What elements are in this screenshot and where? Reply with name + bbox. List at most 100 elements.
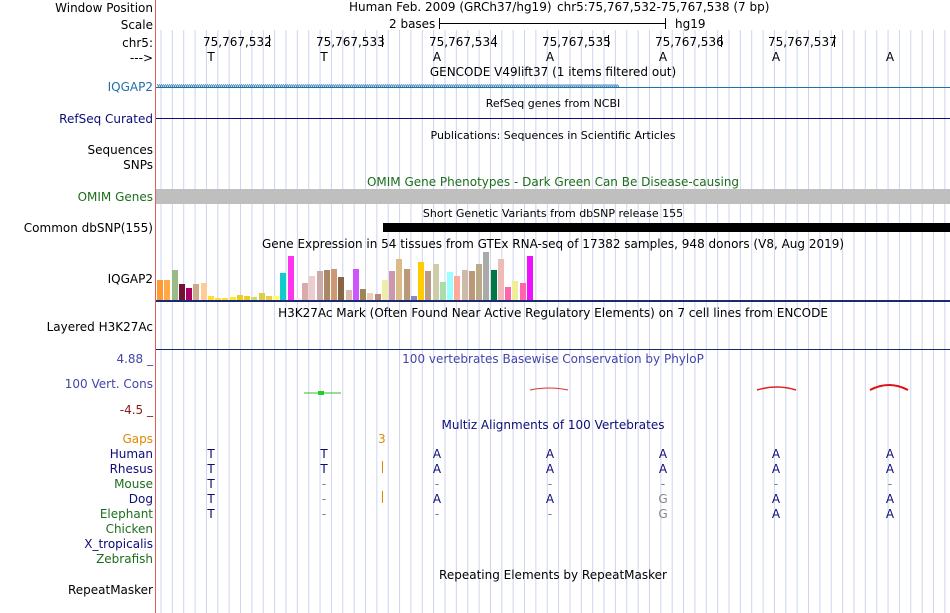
snps-track-label[interactable]: SNPs (123, 158, 153, 172)
window-position-value[interactable]: chr5:75,767,532-75,767,538 (7 bp) (557, 0, 770, 14)
gtex-tissue-bar[interactable] (396, 259, 403, 300)
gtex-tissue-bar[interactable] (302, 283, 308, 300)
gtex-tissue-bar[interactable] (526, 256, 533, 300)
gtex-tissue-bar[interactable] (186, 288, 192, 300)
gtex-tissue-bar[interactable] (439, 282, 446, 300)
gtex-tissue-bar[interactable] (215, 298, 221, 300)
publications-track-title[interactable]: Publications: Sequences in Scientific Ar… (430, 129, 676, 142)
gtex-tissue-bar[interactable] (323, 270, 330, 300)
gtex-tissue-bar[interactable] (519, 283, 526, 300)
gtex-tissue-bar[interactable] (157, 280, 163, 300)
gtex-tissue-bar[interactable] (367, 293, 374, 300)
aligned-base: A (545, 462, 555, 476)
species-label-rhesus[interactable]: Rhesus (109, 462, 153, 476)
reference-base: T (207, 50, 215, 64)
species-label-elephant[interactable]: Elephant (99, 507, 153, 521)
gtex-tissue-bar[interactable] (164, 280, 171, 300)
species-label-zebrafish[interactable]: Zebrafish (96, 552, 153, 566)
repeatmasker-track-label[interactable]: RepeatMasker (67, 583, 153, 597)
gtex-tissue-bar[interactable] (193, 284, 200, 300)
omim-track-title[interactable]: OMIM Gene Phenotypes - Dark Green Can Be… (366, 175, 740, 189)
reference-base: A (545, 50, 555, 64)
gtex-gene-label[interactable]: IQGAP2 (107, 272, 153, 286)
h3k27ac-track-title[interactable]: H3K27Ac Mark (Often Found Near Active Re… (278, 306, 828, 320)
aligned-base: T (207, 477, 215, 491)
dbsnp-variant-bar[interactable] (383, 223, 950, 232)
gtex-tissue-bar[interactable] (512, 281, 519, 300)
gtex-tissue-bar[interactable] (476, 264, 482, 300)
species-label-dog[interactable]: Dog (128, 492, 153, 506)
ruler-position-label: 75,767,534 (429, 35, 498, 49)
gtex-tissue-bar[interactable] (410, 296, 417, 300)
phylop-track-label[interactable]: 100 Vert. Cons (64, 377, 153, 391)
gtex-tissue-bar[interactable] (403, 269, 410, 300)
gtex-tissue-bar[interactable] (468, 271, 475, 300)
phylop-signal[interactable] (156, 380, 950, 400)
omim-feature-bar[interactable] (156, 189, 950, 204)
gtex-tissue-bar[interactable] (294, 298, 301, 300)
scale-bar-label: 2 bases (389, 17, 436, 31)
gtex-tissue-bar[interactable] (309, 276, 316, 300)
ruler-position-label: 75,767,533 (316, 35, 385, 49)
gtex-tissue-bar[interactable] (483, 252, 490, 300)
gtex-tissue-bar[interactable] (258, 293, 265, 300)
aligned-base: - (773, 477, 779, 491)
gtex-tissue-bar[interactable] (454, 276, 461, 300)
refseq-track-title[interactable]: RefSeq genes from NCBI (485, 97, 621, 110)
gtex-tissue-bar[interactable] (178, 284, 185, 300)
gtex-tissue-bar[interactable] (418, 262, 424, 300)
species-label-human[interactable]: Human (109, 447, 153, 461)
gtex-tissue-bar[interactable] (222, 298, 229, 300)
species-label-mouse[interactable]: Mouse (114, 477, 153, 491)
gtex-tissue-bar[interactable] (497, 259, 504, 300)
gtex-tissue-bar[interactable] (236, 295, 243, 300)
multiz-track-title[interactable]: Multiz Alignments of 100 Vertebrates (441, 418, 665, 432)
gtex-tissue-bar[interactable] (345, 290, 352, 300)
gtex-tissue-bar[interactable] (447, 272, 453, 300)
refseq-gene-line[interactable] (156, 118, 950, 119)
gtex-tissue-bar[interactable] (280, 273, 287, 300)
gtex-tissue-bar[interactable] (389, 271, 395, 300)
gtex-tissue-bar[interactable] (244, 296, 250, 300)
gtex-tissue-bar[interactable] (381, 280, 388, 300)
gtex-tissue-bar[interactable] (207, 296, 214, 300)
gtex-tissue-bar[interactable] (505, 287, 511, 300)
gtex-tissue-bar[interactable] (331, 269, 337, 300)
scale-bar (439, 23, 666, 24)
omim-track-label[interactable]: OMIM Genes (77, 190, 153, 204)
refseq-track-label[interactable]: RefSeq Curated (59, 112, 153, 126)
gtex-tissue-bar[interactable] (251, 297, 258, 300)
repeatmasker-track-title[interactable]: Repeating Elements by RepeatMasker (439, 568, 667, 582)
dbsnp-track-title[interactable]: Short Genetic Variants from dbSNP releas… (422, 207, 684, 220)
ruler-tick (495, 35, 496, 47)
gtex-tissue-bar[interactable] (316, 271, 323, 300)
gtex-tissue-bar[interactable] (265, 296, 272, 300)
multiz-gap-count[interactable]: 3 (378, 432, 386, 446)
gtex-tissue-bar[interactable] (229, 297, 236, 300)
gencode-gene-feature[interactable]: ››››››››››››››››››››››››››››››››››››››››… (156, 81, 950, 93)
gtex-tissue-bar[interactable] (360, 289, 366, 300)
gtex-tissue-bar[interactable] (352, 269, 359, 300)
dbsnp-track-label[interactable]: Common dbSNP(155) (23, 221, 153, 235)
gtex-tissue-bar[interactable] (171, 270, 178, 300)
gtex-track-title[interactable]: Gene Expression in 54 tissues from GTEx … (261, 237, 845, 251)
dog-gap-marker (382, 491, 383, 503)
aligned-base: - (434, 477, 440, 491)
h3k27ac-track-label[interactable]: Layered H3K27Ac (46, 320, 153, 334)
gtex-tissue-bar[interactable] (374, 294, 381, 300)
gtex-tissue-bar[interactable] (425, 271, 432, 300)
gtex-tissue-bar[interactable] (461, 270, 468, 300)
gtex-tissue-bar[interactable] (287, 256, 294, 300)
species-label-chicken[interactable]: Chicken (105, 522, 153, 536)
gencode-gene-label[interactable]: IQGAP2 (107, 80, 153, 94)
phylop-track-title[interactable]: 100 vertebrates Basewise Conservation by… (402, 352, 704, 366)
gtex-tissue-bar[interactable] (432, 264, 439, 300)
gencode-track-title[interactable]: GENCODE V49lift37 (1 items filtered out) (429, 65, 677, 79)
species-label-x_tropicalis[interactable]: X_tropicalis (84, 537, 153, 551)
gtex-tissue-bar[interactable] (338, 277, 345, 300)
gtex-tissue-bar[interactable] (200, 283, 207, 300)
gtex-tissue-bar[interactable] (273, 296, 279, 300)
publications-track-label[interactable]: Sequences (87, 143, 153, 157)
gtex-tissue-bar[interactable] (490, 270, 497, 300)
